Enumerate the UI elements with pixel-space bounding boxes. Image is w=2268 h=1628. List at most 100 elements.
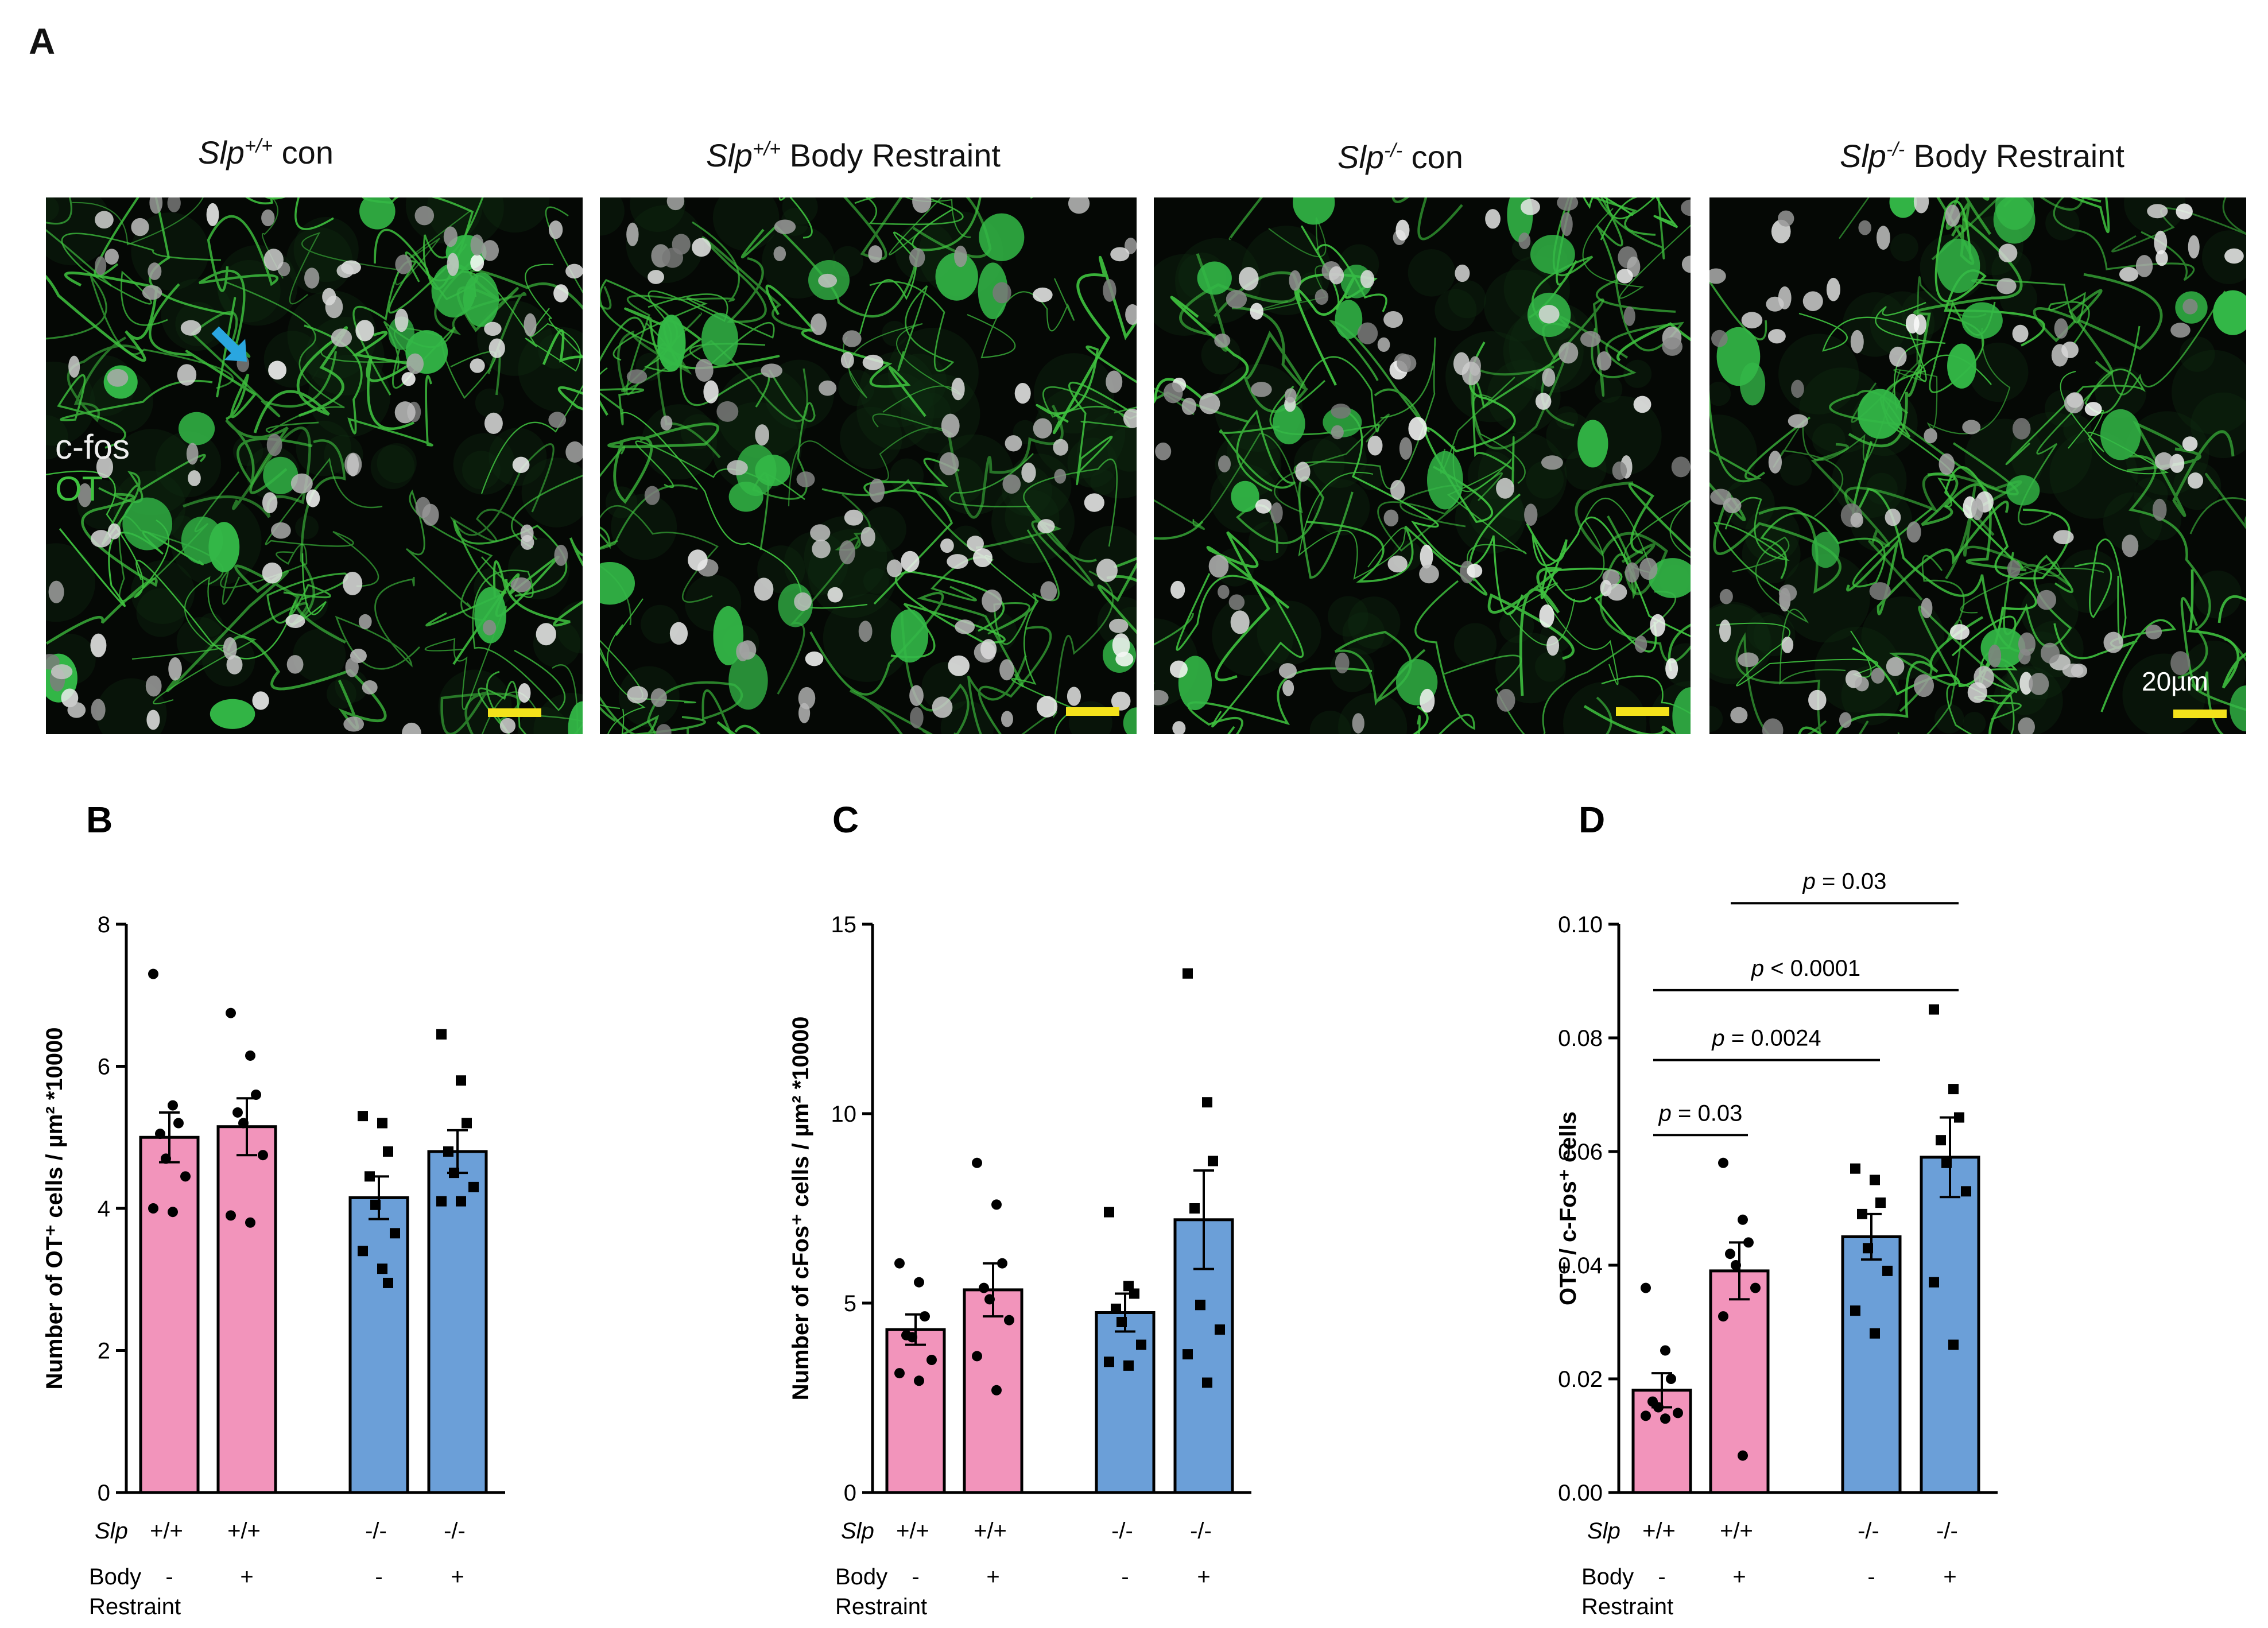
ot-fiber — [1839, 197, 1870, 239]
background-haze — [764, 359, 834, 429]
cfos-nucleus — [2012, 324, 2029, 343]
data-point — [1718, 1311, 1728, 1322]
cfos-nucleus — [1282, 680, 1294, 696]
cfos-nucleus — [1623, 306, 1635, 326]
cfos-nucleus — [1123, 408, 1137, 428]
background-haze — [46, 362, 95, 446]
cfos-nucleus — [90, 633, 107, 658]
cfos-nucleus — [2053, 530, 2074, 545]
background-haze — [1861, 596, 1945, 680]
ot-neuron — [1672, 687, 1691, 734]
cfos-nucleus — [812, 540, 831, 559]
cfos-nucleus — [1383, 509, 1399, 526]
data-point — [377, 1263, 387, 1274]
ot-fiber — [1591, 279, 1685, 378]
background-haze — [611, 494, 677, 560]
scale-bar — [488, 708, 541, 717]
data-point — [245, 1217, 255, 1228]
cfos-nucleus — [656, 724, 672, 734]
ot-fiber — [1575, 481, 1668, 595]
cfos-nucleus — [1778, 584, 1797, 602]
ot-fiber — [335, 576, 421, 670]
background-haze — [712, 197, 780, 251]
cfos-nucleus — [1939, 453, 1955, 475]
background-haze — [1563, 681, 1647, 734]
cfos-nucleus — [796, 471, 815, 487]
y-tick-label: 0.02 — [1558, 1367, 1603, 1392]
ot-fiber — [1348, 412, 1523, 615]
cfos-nucleus — [1208, 555, 1229, 578]
cfos-nucleus — [2224, 248, 2244, 264]
data-point — [1189, 1203, 1200, 1214]
cfos-nucleus — [967, 536, 984, 552]
background-haze — [1342, 612, 1385, 655]
cfos-nucleus — [626, 369, 648, 384]
cfos-nucleus — [2154, 452, 2173, 470]
data-point — [1104, 1207, 1114, 1218]
cfos-nucleus — [1633, 396, 1651, 413]
bar — [1920, 1156, 1980, 1494]
background-haze — [480, 197, 550, 233]
background-haze — [2201, 230, 2246, 284]
cfos-nucleus — [947, 554, 968, 569]
ot-fiber — [1472, 357, 1561, 487]
cfos-nucleus — [860, 526, 875, 547]
cfos-nucleus — [858, 621, 873, 642]
ot-fiber — [889, 197, 971, 255]
data-point — [1195, 1300, 1205, 1311]
scale-bar — [2173, 710, 2227, 718]
cfos-nucleus — [548, 412, 567, 428]
cfos-nucleus — [252, 691, 269, 710]
cfos-nucleus — [662, 247, 684, 268]
cfos-nucleus — [660, 415, 673, 431]
restraint-label: + — [1197, 1564, 1210, 1590]
ot-fiber — [1192, 413, 1390, 527]
cfos-nucleus — [565, 441, 583, 463]
ot-fiber — [821, 479, 994, 602]
ot-fiber — [449, 443, 555, 542]
cfos-nucleus — [2147, 204, 2168, 219]
cfos-nucleus — [2007, 560, 2021, 577]
background-haze — [782, 197, 818, 225]
cfos-nucleus — [306, 489, 320, 507]
cfos-nucleus — [2170, 323, 2191, 338]
cfos-nucleus — [1524, 503, 1538, 526]
background-haze — [453, 433, 515, 495]
panel-letter-a: A — [29, 21, 56, 62]
ot-fiber — [1732, 536, 1846, 685]
cfos-nucleus — [627, 685, 648, 704]
cfos-nucleus — [1455, 264, 1470, 282]
image-title-ko-con: Slp-/- con — [1337, 139, 1463, 175]
cfos-nucleus — [1170, 580, 1185, 599]
cfos-nucleus — [96, 455, 114, 479]
data-point — [180, 1171, 191, 1182]
ot-fiber — [1583, 197, 1678, 228]
cfos-nucleus — [1395, 219, 1410, 241]
ot-fiber — [607, 422, 719, 504]
background-haze — [1866, 472, 1898, 505]
restraint-row-title: Restraint — [1581, 1594, 1673, 1619]
ot-neuron — [122, 497, 173, 551]
ot-neuron — [2100, 409, 2141, 460]
ot-fiber — [225, 419, 313, 494]
cfos-nucleus — [1367, 435, 1383, 456]
ot-fiber — [854, 197, 964, 226]
cfos-nucleus — [95, 256, 107, 276]
ot-neuron — [1426, 451, 1463, 510]
data-point — [1004, 1315, 1014, 1325]
data-point — [1111, 1303, 1121, 1314]
ot-fiber — [1945, 197, 1992, 235]
background-haze — [489, 428, 547, 486]
ot-fiber — [72, 197, 284, 279]
ot-fiber — [1848, 218, 2023, 448]
ot-fiber — [352, 331, 414, 431]
cfos-nucleus — [868, 245, 883, 263]
data-point — [979, 1282, 989, 1293]
cfos-nucleus — [1112, 633, 1130, 657]
cfos-nucleus — [2145, 625, 2162, 639]
cfos-nucleus — [186, 443, 199, 465]
ot-neuron — [388, 316, 414, 350]
ot-neuron — [1937, 238, 1980, 293]
cfos-nucleus — [972, 548, 993, 568]
cfos-nucleus — [1255, 498, 1272, 514]
